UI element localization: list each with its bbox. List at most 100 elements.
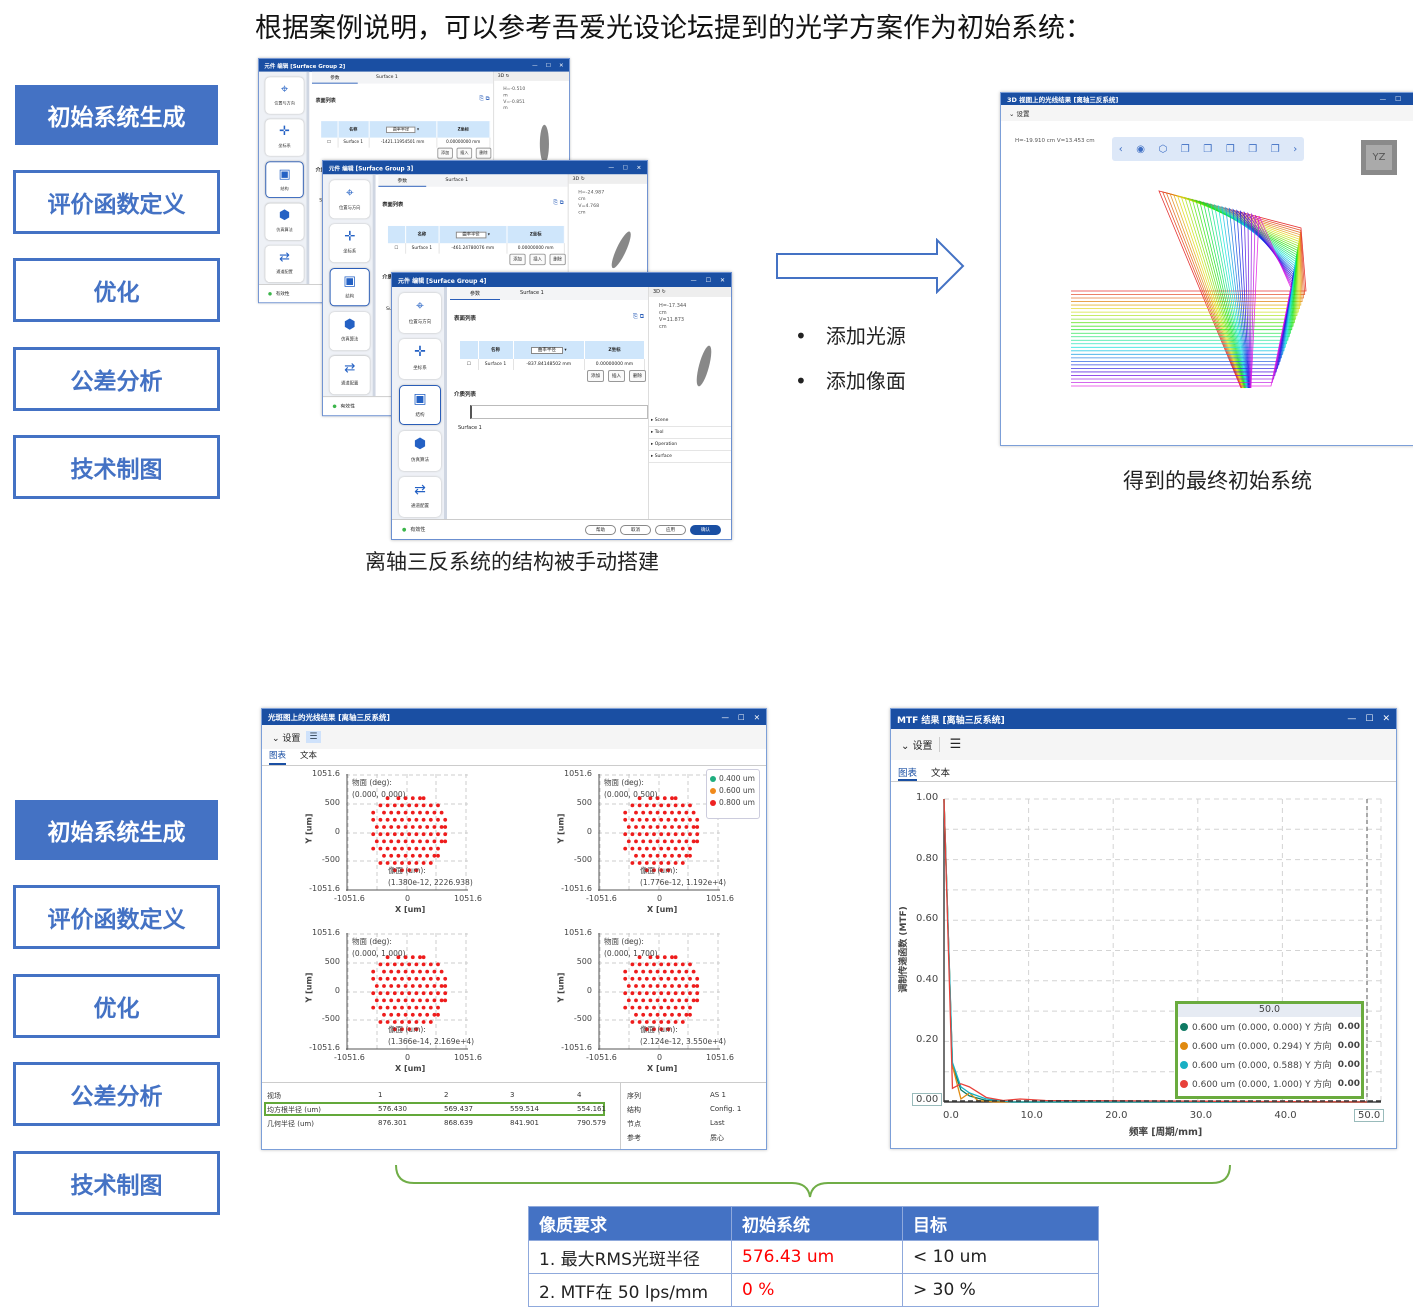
- nav-button[interactable]: 公差分析: [13, 347, 220, 411]
- col-header-select[interactable]: 曲率半径 ▾: [368, 121, 437, 138]
- cell[interactable]: 0.00000000 mm: [436, 137, 491, 148]
- tree-item[interactable]: ▸ Scene: [649, 415, 731, 427]
- minimize-button[interactable]: —: [1347, 714, 1357, 724]
- iso-view-icon[interactable]: ⬡: [1158, 143, 1168, 155]
- cell[interactable]: -837.84148502 mm: [513, 359, 586, 370]
- settings-toggle[interactable]: ⌄ 设置: [1001, 105, 1413, 121]
- table-row[interactable]: ☐ Surface 1 -1421.11954501 mm 0.00000000 mm: [321, 137, 491, 148]
- col-header-select[interactable]: 曲率半径 ▾: [438, 225, 508, 244]
- cube-view-icon[interactable]: ❐: [1270, 143, 1280, 155]
- tab-chart[interactable]: 图表: [269, 749, 287, 765]
- row-checkbox[interactable]: ☐: [460, 359, 479, 370]
- minimize-button[interactable]: —: [532, 62, 538, 69]
- settings-toggle[interactable]: ⌄ 设置: [272, 733, 301, 744]
- cell[interactable]: 0.00000000 mm: [506, 243, 565, 254]
- tab-surface[interactable]: Surface 1: [445, 177, 469, 183]
- nav-button[interactable]: 初始系统生成: [15, 800, 218, 860]
- tab-chart[interactable]: 图表: [898, 765, 918, 781]
- tab-params[interactable]: 参数: [311, 72, 358, 84]
- tab-params[interactable]: 参数: [378, 174, 427, 187]
- close-button[interactable]: ✕: [753, 712, 760, 722]
- tree-item[interactable]: ▸ Tool: [649, 427, 731, 439]
- side-nav-0[interactable]: ⌖ 位置与方向: [399, 293, 441, 333]
- tab-surface[interactable]: Surface 1: [376, 74, 398, 80]
- medium-bar[interactable]: [470, 405, 648, 419]
- delete-button[interactable]: 删除: [475, 147, 492, 159]
- copy-icon[interactable]: ⎘ ⧉: [633, 313, 644, 320]
- maximize-button[interactable]: ☐: [705, 276, 711, 284]
- cube-view-icon[interactable]: ❐: [1203, 143, 1213, 155]
- list-icon[interactable]: ☰: [306, 731, 321, 743]
- tab-surface[interactable]: Surface 1: [520, 290, 544, 296]
- add-button[interactable]: 添加: [587, 370, 604, 382]
- insert-button[interactable]: 插入: [529, 253, 546, 266]
- copy-icon[interactable]: ⎘ ⧉: [553, 199, 564, 206]
- footer-button[interactable]: 取消: [620, 524, 651, 535]
- cell[interactable]: -461.24780076 mm: [438, 243, 508, 254]
- tree-item[interactable]: ▸ Surface: [649, 451, 731, 463]
- cube-view-icon[interactable]: ❐: [1248, 143, 1258, 155]
- insert-button[interactable]: 插入: [456, 147, 473, 159]
- row-checkbox[interactable]: ☐: [387, 243, 406, 254]
- maximize-button[interactable]: ☐: [622, 164, 628, 171]
- side-nav-0[interactable]: ⌖ 位置与方向: [265, 77, 304, 114]
- cube-view-icon[interactable]: ❐: [1180, 143, 1190, 155]
- nav-button[interactable]: 公差分析: [13, 1062, 220, 1126]
- tab-text[interactable]: 文本: [931, 768, 951, 779]
- cube-view-icon[interactable]: ❐: [1225, 143, 1235, 155]
- insert-button[interactable]: 插入: [608, 370, 625, 382]
- tab-params[interactable]: 参数: [450, 287, 501, 300]
- footer-button[interactable]: 确认: [690, 524, 721, 535]
- table-row[interactable]: ☐ Surface 1 -461.24780076 mm 0.00000000 mm: [387, 243, 565, 254]
- nav-button[interactable]: 优化: [13, 258, 220, 322]
- close-button[interactable]: ✕: [1382, 714, 1390, 724]
- tab-text[interactable]: 文本: [300, 751, 318, 761]
- delete-button[interactable]: 删除: [549, 253, 566, 266]
- row-checkbox[interactable]: ☐: [321, 137, 339, 148]
- side-nav-2[interactable]: ▣ 结构: [329, 268, 370, 307]
- side-nav-3[interactable]: ⬢ 仿真算法: [399, 431, 441, 471]
- side-nav-3[interactable]: ⬢ 仿真算法: [265, 203, 304, 241]
- side-nav-4[interactable]: ⇄ 通道配置: [265, 245, 304, 283]
- view-cube[interactable]: YZ: [1361, 140, 1397, 175]
- minimize-button[interactable]: —: [690, 276, 697, 284]
- nav-button[interactable]: 技术制图: [13, 1151, 220, 1215]
- scroll-left-icon[interactable]: ‹: [1118, 143, 1123, 155]
- nav-button[interactable]: 优化: [13, 974, 220, 1038]
- minimize-button[interactable]: —: [721, 712, 729, 722]
- minimize-button[interactable]: —: [1379, 95, 1387, 103]
- footer-button[interactable]: 帮助: [585, 524, 616, 535]
- side-nav-0[interactable]: ⌖ 位置与方向: [329, 180, 370, 219]
- maximize-button[interactable]: ☐: [545, 62, 551, 69]
- close-button[interactable]: ✕: [636, 164, 642, 171]
- nav-button[interactable]: 评价函数定义: [13, 885, 220, 949]
- copy-icon[interactable]: ⎘ ⧉: [479, 95, 490, 102]
- cell[interactable]: -1421.11954501 mm: [368, 137, 437, 148]
- nav-button[interactable]: 技术制图: [13, 435, 220, 499]
- side-nav-4[interactable]: ⇄ 通道配置: [399, 477, 441, 517]
- side-nav-3[interactable]: ⬢ 仿真算法: [329, 312, 370, 351]
- maximize-button[interactable]: ☐: [1395, 95, 1401, 103]
- nav-button[interactable]: 评价函数定义: [13, 170, 220, 234]
- side-nav-4[interactable]: ⇄ 通道配置: [329, 355, 370, 395]
- side-nav-2[interactable]: ▣ 结构: [265, 161, 304, 198]
- side-nav-1[interactable]: ✛ 坐标系: [399, 339, 441, 379]
- side-nav-1[interactable]: ✛ 坐标系: [265, 119, 304, 156]
- side-nav-1[interactable]: ✛ 坐标系: [329, 224, 370, 263]
- table-row[interactable]: ☐ Surface 1 -837.84148502 mm 0.00000000 mm: [460, 359, 645, 370]
- list-icon[interactable]: ☰: [938, 737, 961, 752]
- maximize-button[interactable]: ☐: [1365, 714, 1374, 724]
- target-icon[interactable]: ◉: [1136, 143, 1145, 155]
- add-button[interactable]: 添加: [509, 253, 526, 266]
- footer-button[interactable]: 应用: [655, 524, 686, 535]
- delete-button[interactable]: 删除: [629, 370, 646, 382]
- settings-toggle[interactable]: ⌄ 设置: [901, 741, 933, 752]
- close-button[interactable]: ✕: [559, 62, 564, 69]
- col-header-select[interactable]: 曲率半径 ▾: [513, 341, 586, 359]
- nav-button[interactable]: 初始系统生成: [15, 85, 218, 145]
- scroll-right-icon[interactable]: ›: [1293, 143, 1298, 155]
- side-nav-2[interactable]: ▣ 结构: [399, 385, 441, 425]
- add-button[interactable]: 添加: [437, 147, 453, 159]
- tree-item[interactable]: ▸ Operation: [649, 439, 731, 451]
- maximize-button[interactable]: ☐: [737, 712, 745, 722]
